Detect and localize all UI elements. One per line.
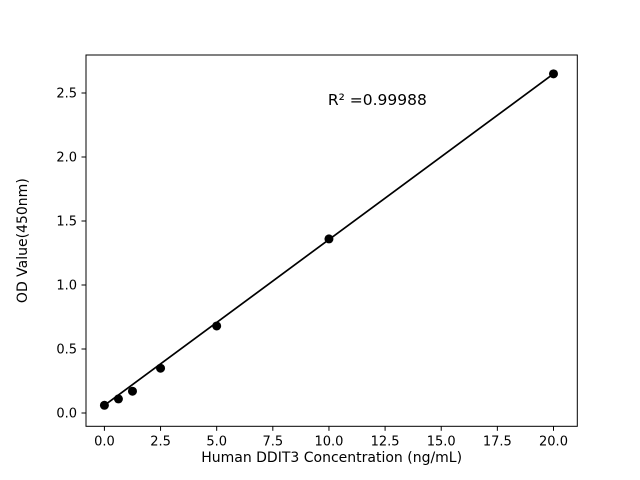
plot-frame	[85, 54, 578, 427]
y-tick-label: 0.0	[56, 406, 77, 421]
data-point	[113, 394, 123, 404]
x-tick-label: 0.0	[94, 434, 115, 449]
data-point	[324, 234, 334, 244]
y-tick-label: 1.5	[56, 215, 77, 230]
data-point	[127, 386, 137, 396]
x-tick-label: 5.0	[206, 434, 227, 449]
x-tick-label: 7.5	[262, 434, 283, 449]
x-tick-label: 2.5	[150, 434, 171, 449]
data-points	[99, 69, 558, 410]
data-point	[156, 363, 166, 373]
y-tick-label: 0.5	[56, 342, 77, 357]
x-tick-label: 10.0	[314, 434, 343, 449]
x-axis-ticks: 0.0 2.5 5.0 7.5 10.0 12.5 15.0 17.5 20.0	[94, 426, 568, 449]
x-tick-label: 17.5	[483, 434, 512, 449]
y-axis-ticks: 0.0 0.5 1.0 1.5 2.0 2.5	[56, 87, 86, 421]
y-tick-label: 2.0	[56, 151, 77, 166]
data-point	[212, 321, 222, 331]
x-tick-label: 20.0	[539, 434, 568, 449]
x-tick-label: 12.5	[371, 434, 400, 449]
x-tick-label: 15.0	[427, 434, 456, 449]
y-tick-label: 2.5	[56, 87, 77, 102]
y-tick-label: 1.0	[56, 278, 77, 293]
x-axis-label: Human DDIT3 Concentration (ng/mL)	[201, 450, 462, 466]
data-point	[99, 400, 109, 410]
data-point	[548, 69, 558, 79]
y-axis-label: OD Value(450nm)	[15, 178, 31, 303]
r-squared-annotation: R² =0.99988	[328, 91, 427, 109]
